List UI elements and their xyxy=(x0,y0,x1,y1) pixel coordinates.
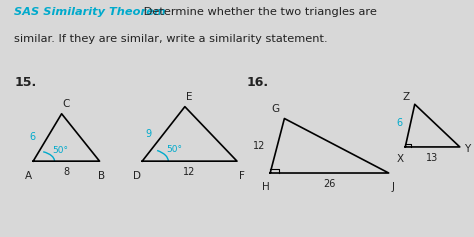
Text: G: G xyxy=(272,104,280,114)
Text: F: F xyxy=(239,171,245,181)
Text: E: E xyxy=(186,92,193,102)
Text: Z: Z xyxy=(403,92,410,102)
Text: H: H xyxy=(262,182,269,192)
Text: 12: 12 xyxy=(253,141,265,151)
Text: 13: 13 xyxy=(427,153,438,163)
Text: Determine whether the two triangles are: Determine whether the two triangles are xyxy=(140,7,377,17)
Text: A: A xyxy=(25,171,32,181)
Text: 16.: 16. xyxy=(246,76,269,89)
Text: 6: 6 xyxy=(397,118,403,128)
Text: 9: 9 xyxy=(146,129,152,139)
Text: C: C xyxy=(63,99,70,109)
Text: D: D xyxy=(134,171,141,181)
Text: 8: 8 xyxy=(64,167,69,177)
Text: B: B xyxy=(98,171,106,181)
Text: 15.: 15. xyxy=(14,76,36,89)
Text: 50°: 50° xyxy=(52,146,68,155)
Text: J: J xyxy=(392,182,395,192)
Text: 12: 12 xyxy=(183,167,196,177)
Text: X: X xyxy=(397,154,404,164)
Text: similar. If they are similar, write a similarity statement.: similar. If they are similar, write a si… xyxy=(14,34,328,44)
Text: Y: Y xyxy=(465,144,471,154)
Text: 50°: 50° xyxy=(166,145,182,154)
Text: 6: 6 xyxy=(29,132,36,142)
Text: 26: 26 xyxy=(323,179,336,189)
Text: SAS Similarity Theorem: SAS Similarity Theorem xyxy=(14,7,166,17)
